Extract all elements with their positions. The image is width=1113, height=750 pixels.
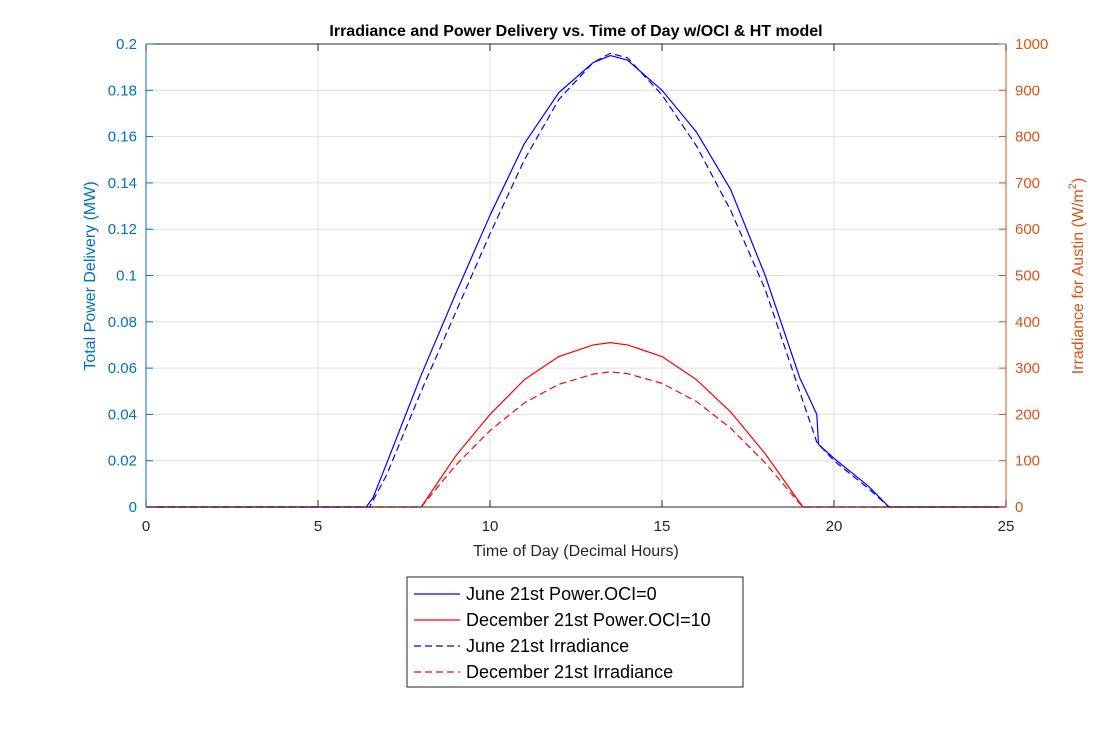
y-left-tick-label: 0.04 [108, 406, 137, 423]
y-left-tick-label: 0.18 [108, 82, 137, 99]
legend-label-0: June 21st Power.OCI=0 [466, 584, 657, 604]
legend-label-2: June 21st Irradiance [466, 636, 629, 656]
series-line-3 [146, 371, 1006, 508]
y-right-tick-label: 800 [1015, 129, 1040, 146]
y-axis-left-label: Total Power Delivery (MW) [82, 181, 99, 370]
y-left-tick-label: 0.06 [108, 360, 137, 377]
x-tick-label: 5 [314, 518, 322, 535]
y-right-tick-label: 500 [1015, 268, 1040, 285]
x-axis-label: Time of Day (Decimal Hours) [473, 543, 679, 560]
y-right-tick-label: 100 [1015, 453, 1040, 470]
axes: 0 5 10 15 20 2500.020.040.060.080.10.120.140.… [108, 36, 1049, 535]
chart-title: Irradiance and Power Delivery vs. Time o… [329, 23, 822, 40]
y-left-tick-label: 0 [129, 499, 137, 516]
x-tick-label: 20 [826, 518, 843, 535]
y-right-tick-label: 300 [1015, 360, 1040, 377]
y-left-tick-label: 0.02 [108, 453, 137, 470]
y-right-tick-label: 0 [1015, 499, 1023, 516]
series-line-1 [146, 342, 1006, 508]
y-left-tick-label: 0.12 [108, 221, 137, 238]
y-right-tick-label: 900 [1015, 82, 1040, 99]
legend-label-1: December 21st Power.OCI=10 [466, 610, 711, 630]
legend: June 21st Power.OCI=0 December 21st Power… [406, 576, 744, 688]
y-left-tick-label: 0.1 [116, 268, 137, 285]
x-tick-label: 10 [482, 518, 499, 535]
y-left-tick-label: 0.14 [108, 175, 137, 192]
grid [145, 43, 1007, 508]
y-right-tick-label: 700 [1015, 175, 1040, 192]
legend-box [406, 576, 744, 688]
y-left-tick-label: 0.16 [108, 129, 137, 146]
y-left-tick-label: 0.2 [116, 36, 137, 53]
y-right-tick-label: 400 [1015, 314, 1040, 331]
y-axis-right-label-superscript: 2 [1067, 183, 1079, 189]
y-axis-right-label-tail: ) [1070, 178, 1087, 183]
y-axis-right-label: Irradiance for Austin (W/m2) [1067, 178, 1087, 374]
plot-lines [146, 52, 1006, 508]
y-right-tick-label: 200 [1015, 406, 1040, 423]
y-axis-right-label-main: Irradiance for Austin (W/m [1070, 189, 1087, 374]
x-tick-label: 25 [998, 518, 1015, 535]
y-right-tick-label: 1000 [1015, 36, 1048, 53]
x-tick-label: 15 [654, 518, 671, 535]
series-line-2 [146, 52, 1006, 508]
y-right-tick-label: 600 [1015, 221, 1040, 238]
legend-label-3: December 21st Irradiance [466, 662, 673, 682]
y-left-tick-label: 0.08 [108, 314, 137, 331]
x-tick-label: 0 [142, 518, 150, 535]
